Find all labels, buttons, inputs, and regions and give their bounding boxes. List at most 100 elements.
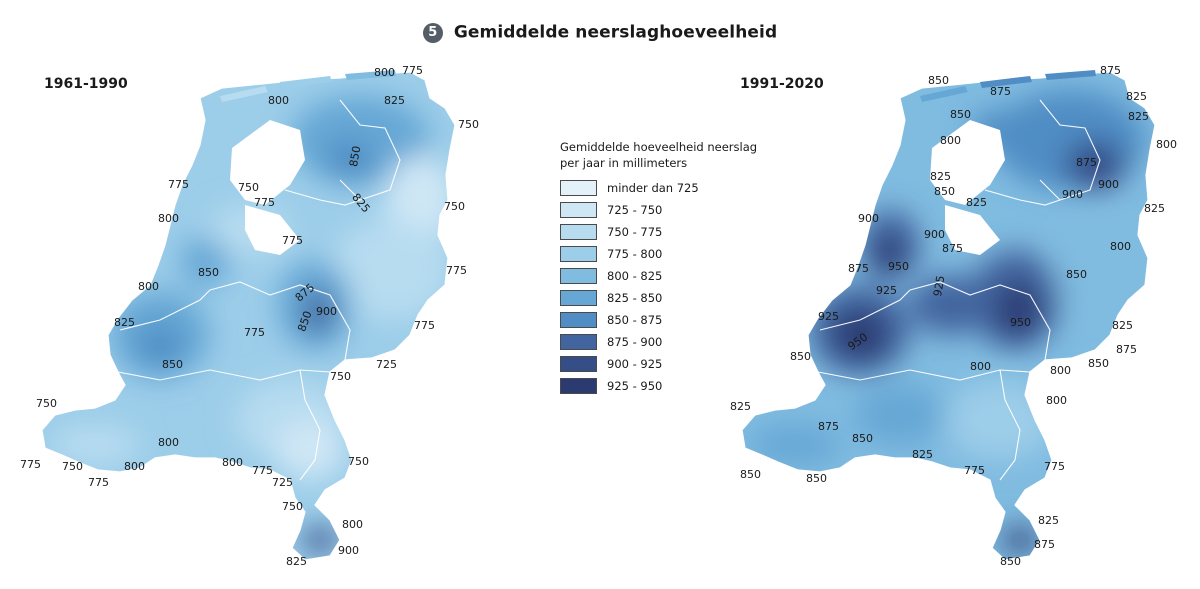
isohyet-label: 725 [376,358,397,371]
legend-row: 800 - 825 [560,265,760,287]
legend-label: minder dan 725 [607,181,699,195]
isohyet-label: 875 [990,85,1011,98]
isohyet-label: 800 [342,518,363,531]
isohyet-label: 800 [158,212,179,225]
map-1991-2020 [741,70,1156,561]
isohyet-label: 825 [1038,514,1059,527]
isohyet-label: 900 [338,544,359,557]
isohyet-label: 875 [1034,538,1055,551]
isohyet-label: 775 [446,264,467,277]
isohyet-label: 850 [806,472,827,485]
isohyet-label: 750 [238,181,259,194]
legend-label: 800 - 825 [607,269,663,283]
isohyet-label: 800 [138,280,159,293]
isohyet-label: 800 [1156,138,1177,151]
isohyet-label: 800 [268,94,289,107]
isohyet-label: 800 [158,436,179,449]
isohyet-label: 775 [244,326,265,339]
figure-header: 5 Gemiddelde neerslaghoeveelheid [0,22,1200,43]
isohyet-label: 825 [114,316,135,329]
legend-row: minder dan 725 [560,177,760,199]
legend-swatch [560,202,597,218]
legend-label: 875 - 900 [607,335,663,349]
isohyet-labels-left: 800 775 800 750 825 850 775 750 800 775 … [20,64,479,568]
isohyet-label: 800 [222,456,243,469]
legend-label: 900 - 925 [607,357,663,371]
isohyet-label: 800 [374,66,395,79]
isohyet-label: 775 [252,464,273,477]
legend-swatch [560,224,597,240]
legend-swatch [560,356,597,372]
isohyet-label: 875 [1116,343,1137,356]
legend-swatch [560,180,597,196]
isohyet-label: 800 [1050,364,1071,377]
legend-title: Gemiddelde hoeveelheid neerslag per jaar… [560,139,760,171]
isohyet-label: 825 [1128,110,1149,123]
isohyet-label: 925 [931,275,947,298]
isohyet-label: 775 [282,234,303,247]
legend-row: 750 - 775 [560,221,760,243]
isohyet-label: 825 [912,448,933,461]
isohyet-label: 875 [818,420,839,433]
isohyet-label: 850 [950,108,971,121]
isohyet-labels-right: 850 875 875 825 850 825 800 800 800 825 … [730,64,1177,568]
figure-number-badge: 5 [422,22,443,43]
isohyet-label: 875 [1076,156,1097,169]
isohyet-label: 850 [1088,357,1109,370]
isohyet-label: 850 [852,432,873,445]
isohyet-label: 850 [740,468,761,481]
isohyet-label: 850 [347,145,363,168]
map-1961-1990 [41,70,456,561]
legend-label: 850 - 875 [607,313,663,327]
isohyet-label: 900 [858,212,879,225]
isohyet-label: 775 [20,458,41,471]
isohyet-label: 850 [198,266,219,279]
legend-row: 725 - 750 [560,199,760,221]
isohyet-label: 850 [790,350,811,363]
isohyet-label: 825 [384,94,405,107]
isohyet-label: 800 [1046,394,1067,407]
isohyet-label: 800 [1110,240,1131,253]
legend-row: 900 - 925 [560,353,760,375]
isohyet-label: 750 [36,397,57,410]
legend-rows: minder dan 725 725 - 750 750 - 775 775 -… [560,177,760,397]
legend-row: 925 - 950 [560,375,760,397]
legend-label: 775 - 800 [607,247,663,261]
isohyet-label: 750 [444,200,465,213]
legend-row: 850 - 875 [560,309,760,331]
legend-title-line1: Gemiddelde hoeveelheid neerslag [560,140,758,154]
isohyet-label: 825 [930,170,951,183]
isohyet-label: 875 [942,242,963,255]
isohyet-label: 775 [402,64,423,77]
figure-title: Gemiddelde neerslaghoeveelheid [453,22,778,43]
isohyet-label: 925 [876,284,897,297]
isohyet-label: 800 [940,134,961,147]
isohyet-label: 825 [730,400,751,413]
isohyet-label: 775 [254,196,275,209]
isohyet-label: 750 [282,500,303,513]
isohyet-label: 825 [1144,202,1165,215]
legend-swatch [560,246,597,262]
isohyet-label: 850 [162,358,183,371]
isohyet-label: 825 [286,555,307,568]
isohyet-label: 950 [1010,316,1031,329]
isohyet-label: 800 [970,360,991,373]
legend-swatch [560,312,597,328]
isohyet-label: 775 [168,178,189,191]
isohyet-label: 900 [316,305,337,318]
isohyet-label: 850 [1066,268,1087,281]
isohyet-label: 750 [62,460,83,473]
isohyet-label: 825 [1126,90,1147,103]
isohyet-label: 850 [1000,555,1021,568]
isohyet-label: 725 [272,476,293,489]
legend-label: 925 - 950 [607,379,663,393]
isohyet-label: 875 [1100,64,1121,77]
legend-title-line2: per jaar in millimeters [560,156,688,170]
isohyet-label: 775 [414,319,435,332]
legend-swatch [560,268,597,284]
isohyet-label: 750 [330,370,351,383]
legend-row: 775 - 800 [560,243,760,265]
isohyet-label: 750 [348,455,369,468]
legend-swatch [560,378,597,394]
isohyet-label: 900 [924,228,945,241]
